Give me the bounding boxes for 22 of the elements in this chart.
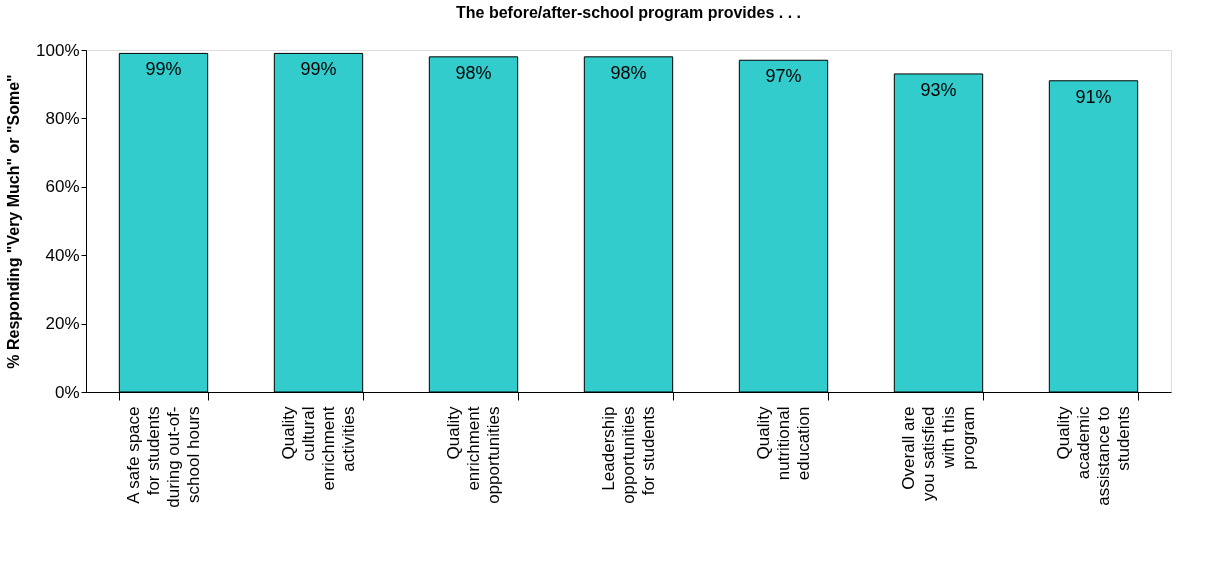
- x-tick-label: Quality academic assistance to students: [1054, 406, 1133, 506]
- y-tick-label: 0%: [54, 382, 80, 402]
- data-label: 98%: [610, 62, 647, 83]
- y-tick-label: 40%: [45, 245, 80, 265]
- y-tick-label: 60%: [45, 177, 80, 197]
- x-tick-label: Quality enrichment opportunities: [444, 406, 503, 504]
- x-tick-label: A safe space for students during out-of- school hours: [124, 406, 203, 508]
- data-label: 99%: [300, 59, 337, 80]
- y-tick-label: 20%: [45, 314, 80, 334]
- y-tick-label: 80%: [45, 108, 80, 128]
- data-label: 98%: [455, 62, 492, 83]
- data-label: 91%: [1075, 86, 1112, 107]
- data-label: 99%: [145, 59, 182, 80]
- x-tick-label: Quality cultural enrichment activities: [279, 406, 358, 491]
- x-tick-label: Overall are you satisfied with this program: [899, 406, 978, 501]
- y-tick-label: 100%: [36, 40, 80, 60]
- data-label: 97%: [765, 66, 802, 87]
- x-tick-label: Leadership opportunities for students: [599, 406, 658, 504]
- x-tick-label: Quality nutritional education: [754, 406, 813, 481]
- data-label: 93%: [920, 79, 957, 100]
- y-axis-title: % Responding "Very Much" or "Some": [5, 74, 23, 369]
- chart-title: The before/after-school program provides . . .: [456, 4, 801, 21]
